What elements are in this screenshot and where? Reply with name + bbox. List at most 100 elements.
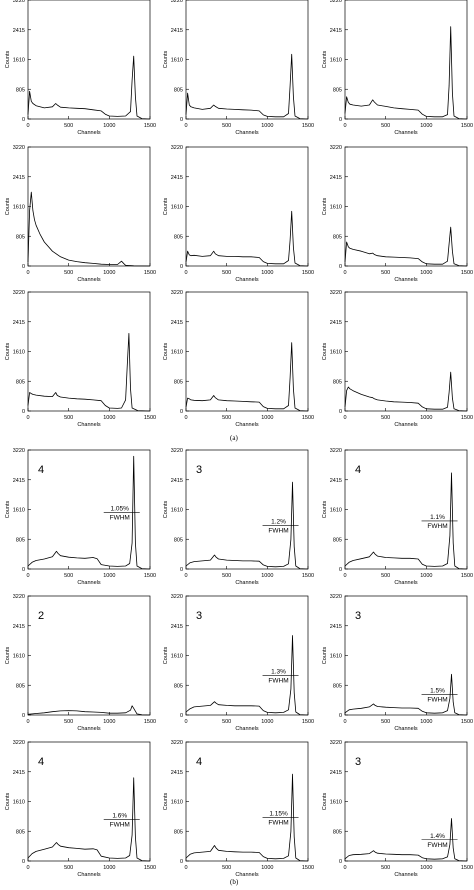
x-tick-label: 0: [26, 573, 29, 579]
x-tick-label: 1000: [420, 865, 432, 871]
y-tick-label: 0: [180, 713, 183, 719]
plot-frame: [185, 291, 309, 412]
y-tick-label: 0: [22, 859, 25, 865]
x-tick-label: 0: [343, 865, 346, 871]
y-tick-label: 805: [16, 537, 25, 543]
x-tick-label: 0: [184, 719, 187, 725]
y-tick-label: 805: [174, 829, 183, 835]
x-tick-label: 500: [381, 573, 390, 579]
x-tick-label: 1500: [302, 270, 314, 276]
x-tick-label: 0: [184, 573, 187, 579]
spectrum-line: [344, 818, 468, 862]
figure-label-b: (b): [230, 878, 239, 886]
x-tick-label: 0: [26, 865, 29, 871]
spectrum-panel-12: 0 805 1610 2415 3220 0 500 1000 1500 Channels Coun…: [322, 448, 473, 586]
x-tick-label: 500: [381, 865, 390, 871]
y-tick-label: 1610: [171, 58, 183, 64]
plot-frame: [27, 741, 151, 862]
panel-number: 3: [196, 610, 202, 622]
y-tick-label: 805: [174, 379, 183, 385]
x-tick-label: 0: [26, 270, 29, 276]
x-axis-label: Channels: [394, 726, 417, 732]
spectrum-line: [185, 481, 309, 570]
x-tick-label: 0: [26, 123, 29, 129]
x-axis-label: Channels: [235, 422, 258, 428]
x-tick-label: 500: [64, 123, 73, 129]
y-axis-label: Counts: [163, 343, 169, 361]
fwhm-label: FWHM: [110, 515, 130, 522]
fwhm-label: FWHM: [268, 528, 288, 535]
spectrum-panel-3: 0 805 1610 2415 3220 0 500 1000 1500 Channels Coun…: [322, 0, 473, 136]
y-tick-label: 805: [174, 683, 183, 689]
y-tick-label: 3220: [330, 740, 342, 746]
x-axis-label: Channels: [77, 422, 100, 428]
x-axis-label: Channels: [394, 277, 417, 283]
y-tick-label: 2415: [330, 770, 342, 776]
x-tick-label: 1000: [261, 865, 273, 871]
spectrum-panel-4: 0 805 1610 2415 3220 0 500 1000 1500 Channels Coun…: [5, 145, 156, 283]
y-tick-label: 3220: [13, 740, 25, 746]
spectrum-line: [344, 673, 468, 716]
y-tick-label: 2415: [13, 478, 25, 484]
y-tick-label: 0: [22, 713, 25, 719]
y-tick-label: 1610: [13, 205, 25, 211]
fwhm-label: FWHM: [268, 677, 288, 684]
y-tick-label: 1610: [171, 508, 183, 514]
fwhm-label: FWHM: [110, 821, 130, 828]
y-tick-label: 805: [16, 379, 25, 385]
y-tick-label: 0: [180, 409, 183, 415]
panel-number: 4: [38, 464, 44, 476]
x-tick-label: 1000: [103, 415, 115, 421]
plot-frame: [344, 741, 468, 862]
spectrum-panel-17: 0 805 1610 2415 3220 0 500 1000 1500 Channels Coun…: [163, 740, 314, 878]
spectrum-panel-15: 0 805 1610 2415 3220 0 500 1000 1500 Channels Coun…: [322, 594, 473, 732]
x-tick-label: 1500: [302, 415, 314, 421]
x-tick-label: 1000: [420, 719, 432, 725]
spectrum-line: [185, 773, 309, 862]
x-tick-label: 500: [381, 415, 390, 421]
y-tick-label: 2415: [171, 624, 183, 630]
y-tick-label: 1610: [13, 350, 25, 356]
y-tick-label: 3220: [13, 145, 25, 151]
y-tick-label: 2415: [330, 28, 342, 34]
y-tick-label: 3220: [330, 594, 342, 600]
spectrum-panel-18: 0 805 1610 2415 3220 0 500 1000 1500 Channels Coun…: [322, 740, 473, 878]
x-axis-label: Channels: [77, 872, 100, 878]
x-axis-label: Channels: [235, 872, 258, 878]
x-tick-label: 500: [381, 123, 390, 129]
x-axis-label: Channels: [77, 726, 100, 732]
y-tick-label: 2415: [171, 175, 183, 181]
y-tick-label: 1610: [13, 654, 25, 660]
spectrum-line: [27, 777, 151, 862]
x-tick-label: 0: [184, 865, 187, 871]
y-tick-label: 805: [16, 829, 25, 835]
y-tick-label: 3220: [171, 145, 183, 151]
y-tick-label: 2415: [171, 28, 183, 34]
fwhm-label: FWHM: [427, 842, 447, 849]
y-tick-label: 3220: [330, 448, 342, 454]
spectrum-line: [344, 371, 468, 412]
spectrum-panel-7: 0 805 1610 2415 3220 0 500 1000 1500 Channels Coun…: [5, 290, 156, 428]
x-tick-label: 1000: [103, 123, 115, 129]
y-tick-label: 1610: [171, 654, 183, 660]
x-tick-label: 0: [343, 270, 346, 276]
spectrum-line: [185, 342, 309, 412]
y-tick-label: 3220: [330, 145, 342, 151]
fwhm-percent-label: 1.2%: [271, 519, 286, 526]
figure-label-a: (a): [230, 434, 238, 442]
y-tick-label: 2415: [330, 624, 342, 630]
y-axis-label: Counts: [163, 51, 169, 69]
y-tick-label: 805: [333, 87, 342, 93]
x-tick-label: 1500: [144, 415, 156, 421]
y-axis-label: Counts: [163, 198, 169, 216]
y-tick-label: 805: [333, 234, 342, 240]
x-tick-label: 1000: [261, 123, 273, 129]
y-tick-label: 3220: [171, 0, 183, 4]
y-tick-label: 805: [333, 379, 342, 385]
x-axis-label: Channels: [77, 130, 100, 136]
y-tick-label: 805: [174, 537, 183, 543]
x-tick-label: 0: [26, 719, 29, 725]
y-axis-label: Counts: [322, 343, 328, 361]
y-tick-label: 1610: [171, 205, 183, 211]
y-tick-label: 3220: [13, 594, 25, 600]
